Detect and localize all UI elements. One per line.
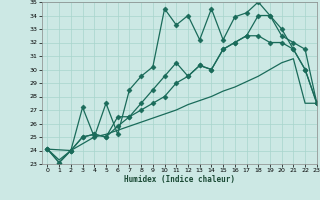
X-axis label: Humidex (Indice chaleur): Humidex (Indice chaleur)	[124, 175, 235, 184]
